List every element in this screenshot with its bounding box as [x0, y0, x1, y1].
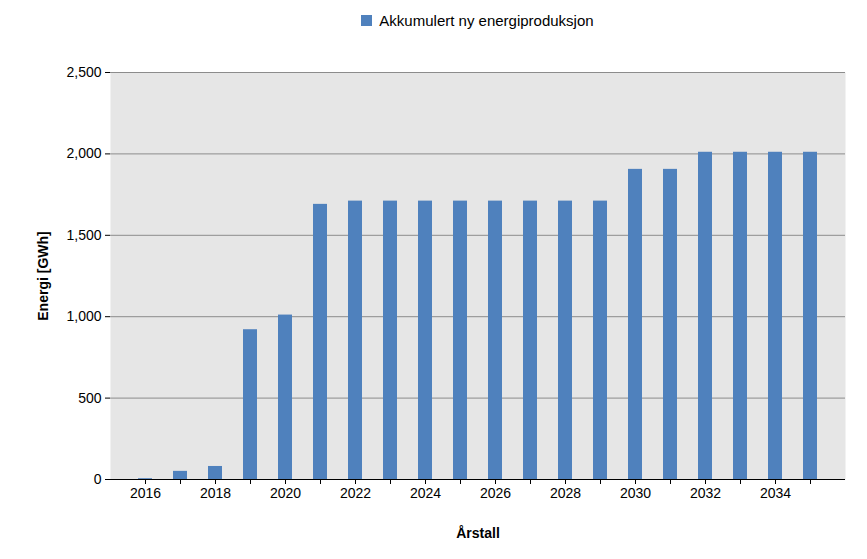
- svg-text:Energi [GWh]: Energi [GWh]: [35, 231, 51, 320]
- svg-text:1,000: 1,000: [66, 308, 101, 324]
- svg-text:2026: 2026: [480, 485, 511, 501]
- svg-text:2020: 2020: [270, 485, 301, 501]
- svg-text:500: 500: [78, 390, 102, 406]
- svg-text:0: 0: [94, 471, 102, 487]
- svg-text:2,500: 2,500: [66, 64, 101, 80]
- svg-text:1,500: 1,500: [66, 227, 101, 243]
- svg-text:2024: 2024: [410, 485, 441, 501]
- svg-text:2032: 2032: [690, 485, 721, 501]
- svg-text:2028: 2028: [550, 485, 581, 501]
- svg-text:Årstall: Årstall: [456, 525, 500, 541]
- svg-text:2018: 2018: [200, 485, 231, 501]
- svg-text:2,000: 2,000: [66, 145, 101, 161]
- svg-text:2030: 2030: [620, 485, 651, 501]
- svg-text:2034: 2034: [760, 485, 791, 501]
- html-text:Akkumulert ny energiproduksjon: Akkumulert ny energiproduksjon: [379, 11, 594, 29]
- svg-text:2022: 2022: [340, 485, 371, 501]
- svg-text:2016: 2016: [130, 485, 161, 501]
